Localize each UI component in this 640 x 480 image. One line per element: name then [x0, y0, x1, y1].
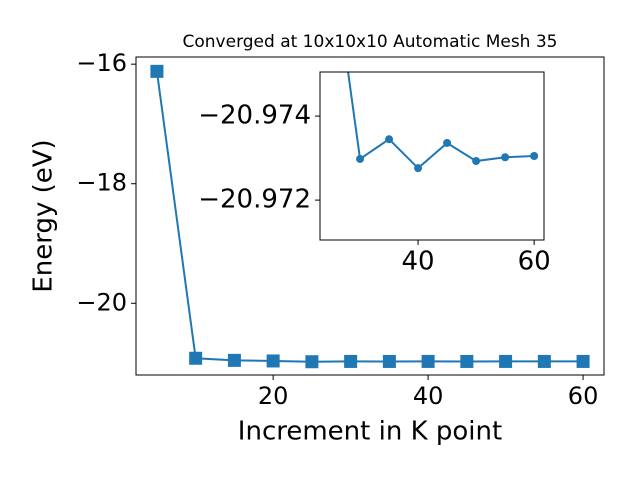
- marker: [414, 164, 423, 173]
- marker: [501, 153, 510, 162]
- y-tick-label: −18: [76, 169, 127, 197]
- plot-series: [347, 72, 539, 173]
- x-tick-label: 40: [402, 247, 435, 277]
- line: [347, 72, 535, 170]
- marker: [356, 154, 365, 163]
- x-tick-label: 60: [568, 382, 599, 410]
- x-tick-label: 40: [413, 382, 444, 410]
- x-tick-label: 20: [258, 382, 289, 410]
- marker: [385, 135, 394, 144]
- marker: [537, 354, 551, 368]
- x-axis-label: Increment in K point: [238, 417, 502, 447]
- marker: [421, 354, 435, 368]
- marker: [150, 64, 164, 78]
- marker: [305, 355, 319, 369]
- x-tick-label: 60: [518, 247, 551, 277]
- plot-series: [150, 64, 590, 369]
- y-tick-label: −16: [76, 49, 127, 77]
- y-tick-label: −20.972: [198, 185, 311, 215]
- marker: [344, 354, 358, 368]
- marker: [266, 354, 280, 368]
- y-tick-label: −20.974: [198, 101, 311, 131]
- marker: [530, 152, 539, 160]
- chart-title: Converged at 10x10x10 Automatic Mesh 35: [183, 32, 558, 52]
- marker: [499, 354, 513, 368]
- marker: [382, 354, 396, 368]
- marker: [460, 354, 474, 368]
- y-axis-label: Energy (eV): [29, 139, 59, 292]
- marker: [443, 138, 452, 147]
- marker: [189, 351, 203, 365]
- marker: [576, 354, 590, 368]
- axes-frame: [135, 56, 605, 376]
- axes-frame: [319, 71, 545, 241]
- marker: [227, 353, 241, 367]
- marker: [472, 157, 481, 166]
- y-tick-label: −20: [76, 288, 127, 316]
